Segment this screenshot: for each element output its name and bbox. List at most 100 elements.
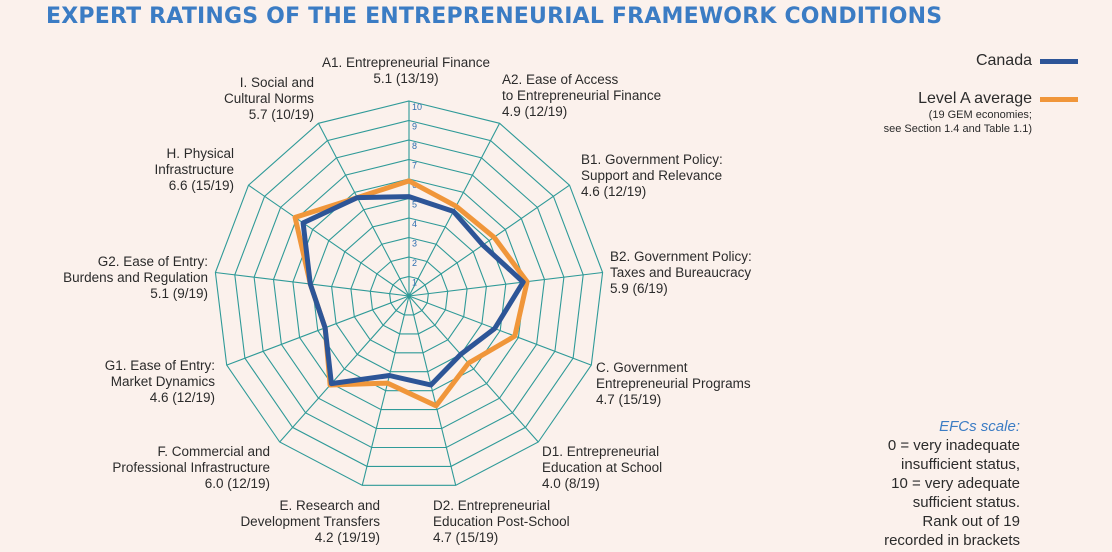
radar-grid-ring (214, 100, 604, 486)
axis-label: A1. Entrepreneurial Finance 5.1 (13/19) (322, 55, 490, 86)
scale-title: EFCs scale: (939, 418, 1020, 435)
axis-label-line: Education Post-School (433, 514, 570, 529)
scale-line: recorded in brackets (884, 532, 1020, 549)
axis-label: D2. Entrepreneurial Education Post-School… (433, 498, 570, 545)
axis-label-line: D2. Entrepreneurial (433, 498, 550, 513)
radar-grid-ring (234, 119, 584, 467)
radar-grid-ring (331, 217, 487, 373)
radar-spoke (226, 295, 410, 366)
scale-line: Rank out of 19 (922, 513, 1020, 530)
axis-label-line: 5.7 (10/19) (249, 107, 314, 122)
legend-swatch-level-a (1040, 96, 1078, 102)
scale-note: EFCs scale: 0 = very inadequate insuffic… (830, 417, 1020, 550)
axis-label-line: 5.1 (9/19) (150, 286, 208, 301)
axis-label-line: Professional Infrastructure (112, 460, 270, 475)
legend-item-canada: Canada (778, 52, 1078, 70)
axis-label-line: F. Commercial and (157, 444, 270, 459)
radar-tick-label: 3 (412, 239, 417, 249)
axis-label-line: C. Government (596, 360, 688, 375)
radar-grid (214, 100, 604, 486)
axis-label-line: 5.9 (6/19) (610, 281, 668, 296)
legend-item-level-a: Level A average (778, 90, 1078, 108)
axis-label-line: Development Transfers (240, 514, 380, 529)
radar-grid-ring (369, 256, 449, 335)
legend-label-level-a: Level A average (918, 90, 1032, 107)
radar-spoke (408, 271, 603, 297)
axis-label-line: G2. Ease of Entry: (98, 254, 208, 269)
legend-note-2: see Section 1.4 and Table 1.1) (883, 123, 1032, 135)
axis-label-line: Support and Relevance (581, 168, 722, 183)
radar-tick-label: 8 (412, 141, 417, 151)
axis-label-line: G1. Ease of Entry: (105, 358, 215, 373)
scale-line: insufficient status, (901, 456, 1020, 473)
axis-label-line: 4.6 (12/19) (581, 184, 646, 199)
radar-tick-label: 4 (412, 219, 417, 229)
axis-label: A2. Ease of Access to Entrepreneurial Fin… (502, 72, 661, 119)
series-line-canada (300, 194, 526, 388)
axis-label: D1. Entrepreneurial Education at School 4.… (542, 444, 662, 491)
axis-label: G2. Ease of Entry: Burdens and Regulation… (63, 254, 208, 301)
radar-spoke (408, 295, 457, 486)
axis-label-line: Education at School (542, 460, 662, 475)
radar-grid-ring (389, 275, 429, 316)
radar-grid-ring (253, 139, 565, 449)
radar-grid-ring (272, 158, 546, 430)
legend: Canada Level A average (19 GEM economies… (778, 52, 1078, 136)
axis-label: F. Commercial and Professional Infrastruc… (112, 444, 270, 491)
axis-label-line: 4.7 (15/19) (596, 392, 661, 407)
scale-line: 0 = very inadequate (887, 437, 1020, 454)
axis-label-line: Taxes and Bureaucracy (610, 265, 751, 280)
axis-label: I. Social and Cultural Norms 5.7 (10/19) (224, 75, 314, 122)
axis-label: E. Research and Development Transfers 4.2 … (240, 498, 380, 545)
radar-tick-label: 9 (412, 122, 417, 132)
axis-label-line: to Entrepreneurial Finance (502, 88, 661, 103)
axis-label: H. Physical Infrastructure 6.6 (15/19) (154, 146, 234, 193)
axis-label-line: 4.9 (12/19) (502, 104, 567, 119)
radar-tick-label: 7 (412, 161, 417, 171)
radar-tick-label: 1 (412, 278, 417, 288)
axis-label-line: E. Research and (279, 498, 380, 513)
axis-label-line: Infrastructure (154, 162, 234, 177)
radar-grid-ring (350, 236, 468, 354)
axis-label-line: Entrepreneurial Programs (596, 376, 751, 391)
axis-label-line: B2. Government Policy: (610, 249, 752, 264)
axis-label-line: 4.7 (15/19) (433, 530, 498, 545)
axis-label: B1. Government Policy: Support and Releva… (581, 152, 723, 199)
radar-spoke (248, 184, 410, 297)
radar-tick-label: 10 (412, 102, 422, 112)
axis-label-line: B1. Government Policy: (581, 152, 723, 167)
axis-label-line: 6.6 (15/19) (169, 178, 234, 193)
radar-spoke (361, 295, 410, 486)
axis-label-line: 4.2 (19/19) (315, 530, 380, 545)
page-title: EXPERT RATINGS OF THE ENTREPRENEURIAL FR… (46, 4, 943, 29)
scale-line: sufficient status. (912, 494, 1020, 511)
axis-label: B2. Government Policy: Taxes and Bureaucr… (610, 249, 752, 296)
axis-label: C. Government Entrepreneurial Programs 4.7… (596, 360, 751, 407)
axis-label-line: D1. Entrepreneurial (542, 444, 659, 459)
radar-spoke (317, 123, 410, 297)
axis-label: G1. Ease of Entry: Market Dynamics 4.6 (12… (105, 358, 216, 405)
axis-label-line: Burdens and Regulation (63, 270, 208, 285)
radar-spoke (279, 295, 410, 443)
axis-label-line: I. Social and (240, 75, 314, 90)
legend-swatch-canada (1040, 58, 1078, 64)
scale-line: 10 = very adequate (891, 475, 1020, 492)
radar-axis-labels: A1. Entrepreneurial Finance 5.1 (13/19) A2… (63, 55, 752, 545)
legend-label-canada: Canada (975, 52, 1032, 69)
axis-label-line: 6.0 (12/19) (205, 476, 270, 491)
axis-label-line: A2. Ease of Access (502, 72, 619, 87)
legend-note-1: (19 GEM economies; (928, 109, 1032, 121)
axis-label-line: 4.6 (12/19) (150, 390, 215, 405)
axis-label-line: 4.0 (8/19) (542, 476, 600, 491)
radar-series (292, 178, 530, 409)
axis-label-line: 5.1 (13/19) (373, 71, 438, 86)
radar-tick-label: 5 (412, 200, 417, 210)
radar-spoke (408, 295, 539, 443)
series-line-level-a (292, 178, 530, 409)
radar-spoke (408, 184, 570, 297)
axis-label-line: Cultural Norms (224, 91, 314, 106)
axis-label-line: H. Physical (166, 146, 234, 161)
radar-spoke (408, 295, 592, 366)
